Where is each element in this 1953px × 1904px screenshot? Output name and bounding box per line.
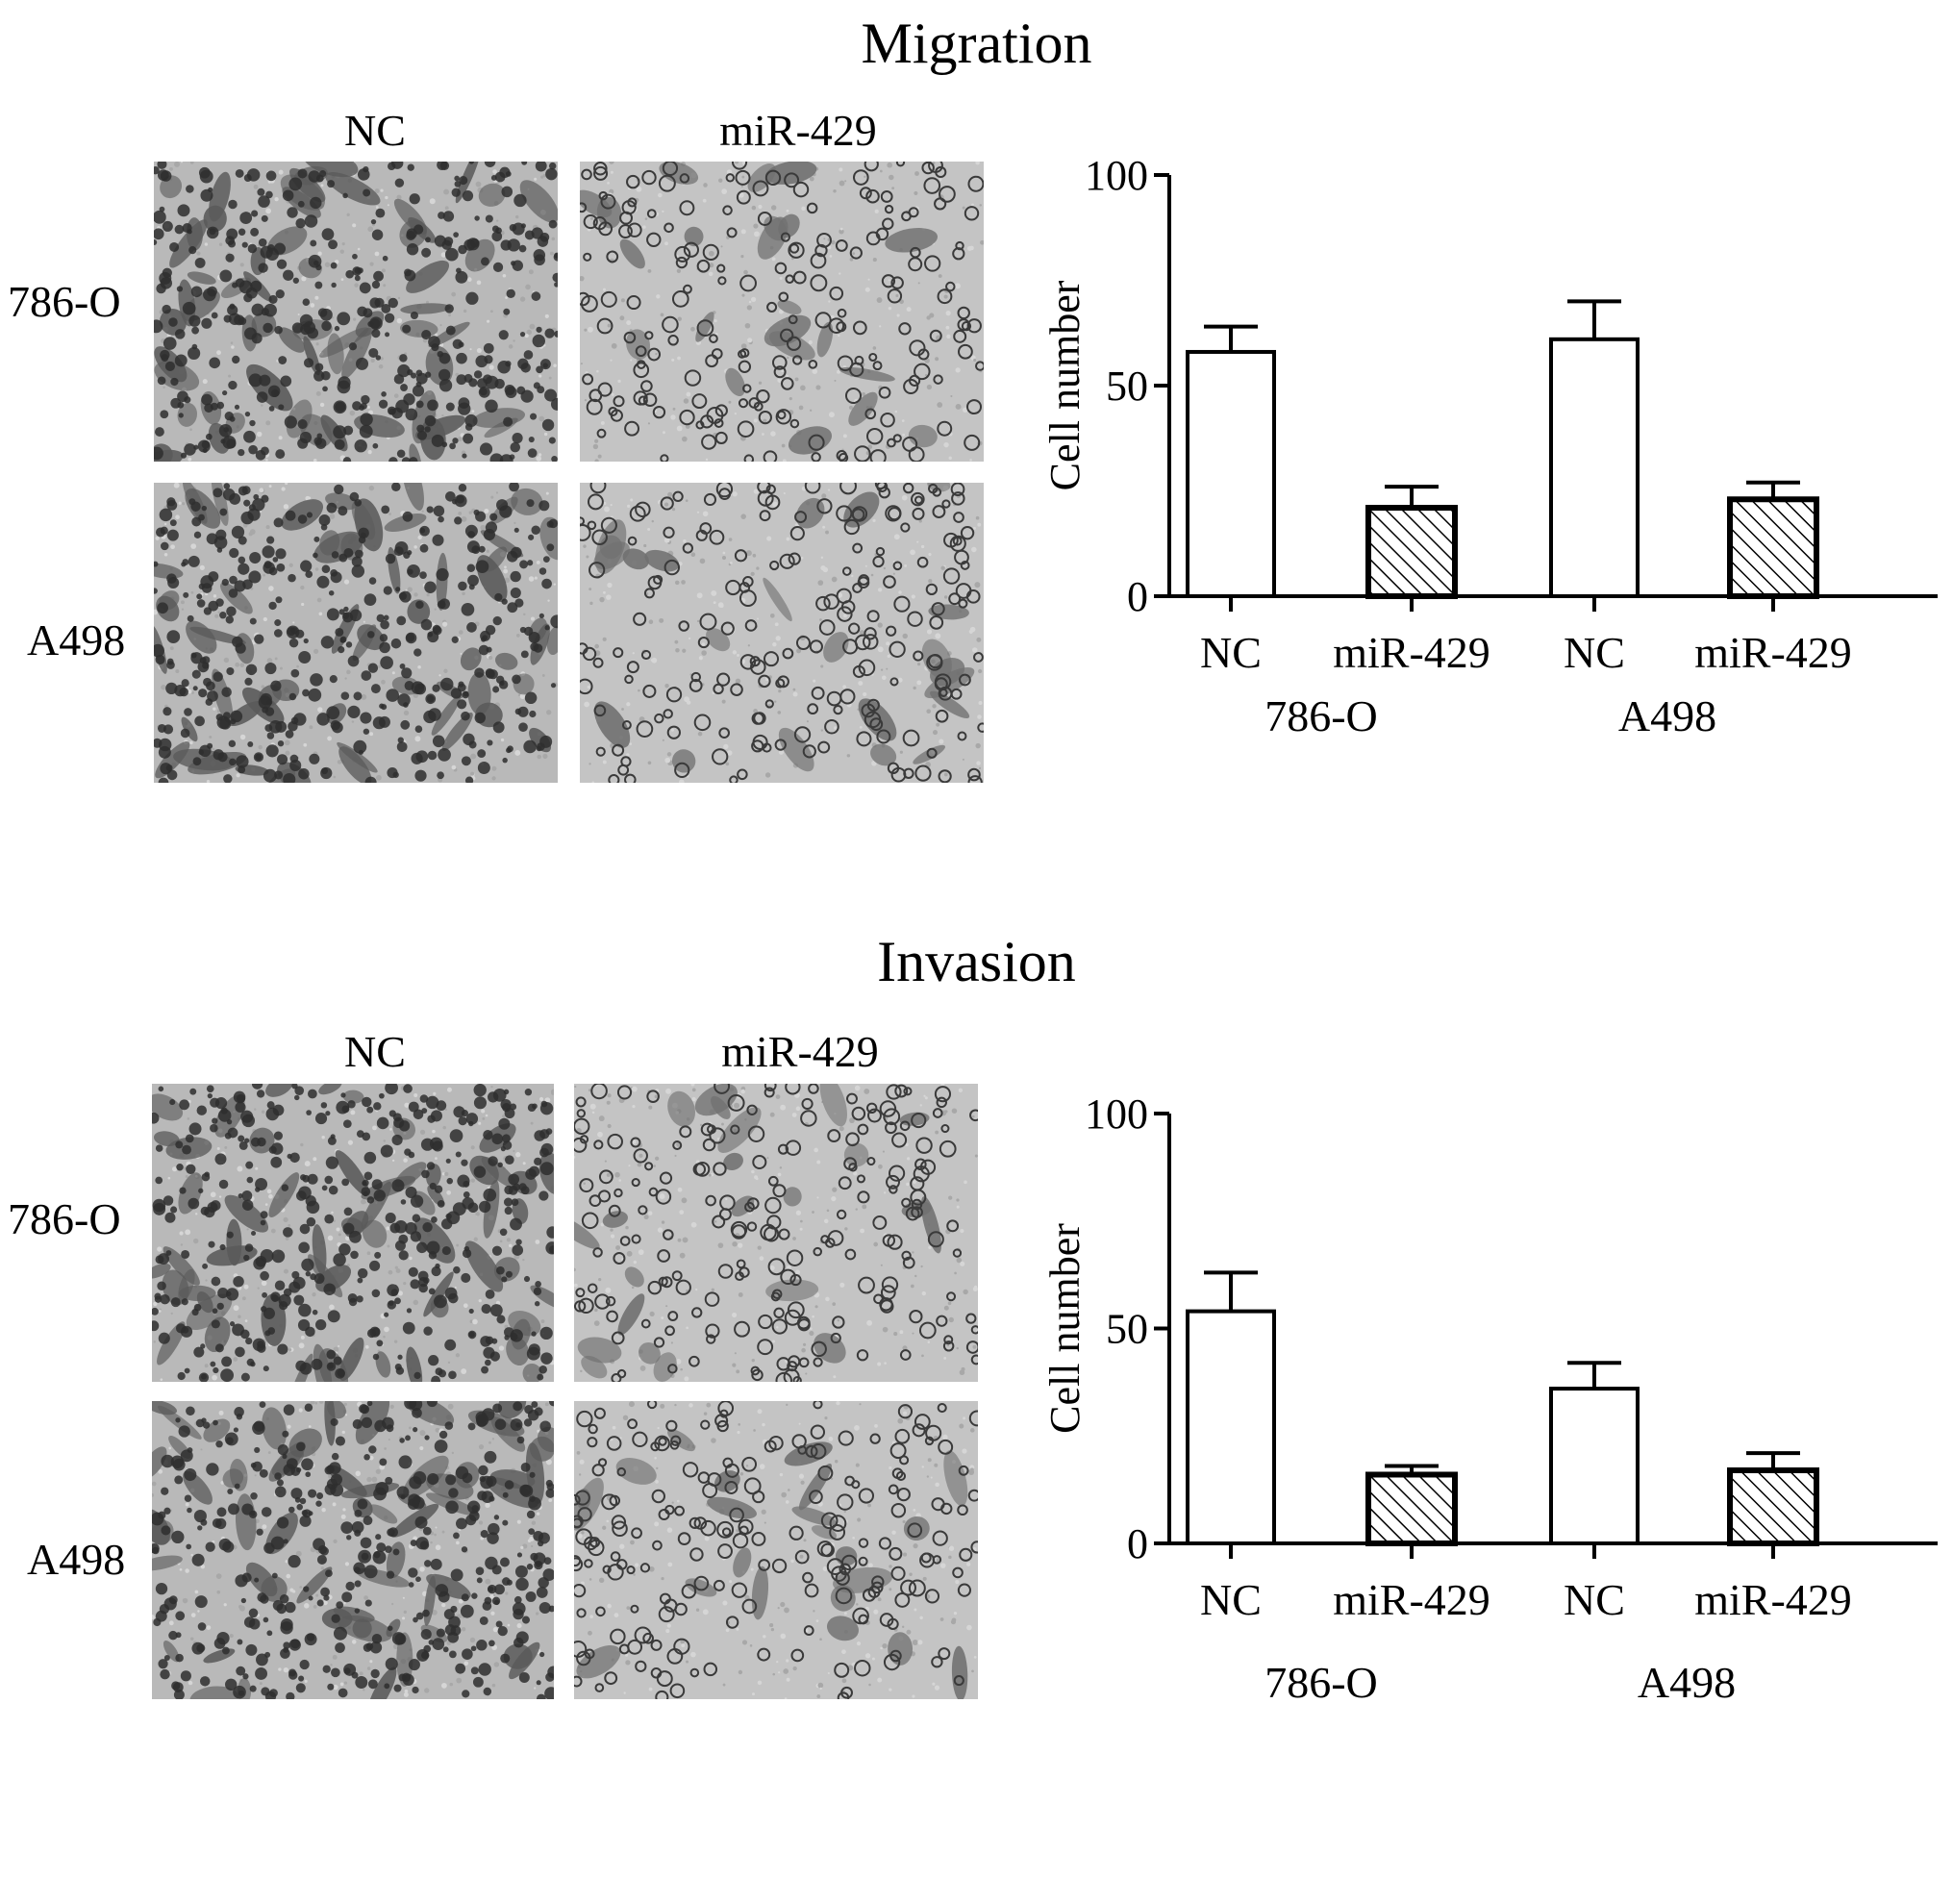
x-tick-label: miR-429 bbox=[1694, 628, 1852, 677]
micrograph-texture bbox=[574, 1401, 978, 1699]
group-label: A498 bbox=[1638, 1658, 1736, 1707]
y-tick-label: 0 bbox=[1127, 573, 1148, 620]
y-axis-label: Cell number bbox=[1041, 1223, 1089, 1434]
invasion-bar-chart: 0 50 100 Cell number NC miR-429 NC miR-429 786-O… bbox=[1019, 1077, 1952, 1904]
bar-A498-NC bbox=[1549, 1387, 1640, 1545]
micrograph-migration-a498-mir429 bbox=[580, 483, 984, 783]
micrograph-texture bbox=[154, 162, 558, 462]
group-label: 786-O bbox=[1264, 1658, 1378, 1707]
micrograph-migration-786o-nc bbox=[154, 162, 558, 462]
invasion-col-label-nc: NC bbox=[344, 1027, 406, 1076]
micrograph-texture bbox=[154, 483, 558, 783]
invasion-row-label-786o: 786-O bbox=[8, 1194, 121, 1243]
micrograph-texture bbox=[152, 1401, 554, 1699]
migration-row-label-786o: 786-O bbox=[8, 277, 121, 326]
bar-786-O-NC bbox=[1186, 1309, 1276, 1545]
bar-786-O-NC bbox=[1186, 349, 1276, 598]
invasion-chart-svg: 0 50 100 Cell number NC miR-429 NC miR-429 786-O… bbox=[1041, 1090, 1938, 1707]
x-tick-label: miR-429 bbox=[1694, 1575, 1852, 1624]
x-tick-label: miR-429 bbox=[1333, 1575, 1490, 1624]
micrograph-migration-a498-nc bbox=[154, 483, 558, 783]
micrograph-texture bbox=[580, 162, 984, 462]
bar-786-O-miR-429 bbox=[1365, 505, 1458, 599]
invasion-title: Invasion bbox=[877, 930, 1076, 993]
migration-col-label-nc: NC bbox=[344, 106, 406, 155]
migration-title: Migration bbox=[861, 12, 1092, 75]
micrograph-invasion-a498-nc bbox=[152, 1401, 554, 1699]
bar-A498-miR-429 bbox=[1727, 496, 1819, 600]
migration-row-label-a498: A498 bbox=[27, 615, 126, 664]
bar-786-O-miR-429 bbox=[1365, 1471, 1458, 1547]
y-tick-label: 50 bbox=[1106, 1306, 1148, 1353]
x-tick-label: NC bbox=[1564, 1575, 1625, 1624]
y-tick-label: 50 bbox=[1106, 363, 1148, 410]
group-label: 786-O bbox=[1264, 691, 1378, 740]
micrograph-invasion-786o-mir429 bbox=[574, 1084, 978, 1382]
micrograph-texture bbox=[574, 1084, 978, 1382]
x-tick-label: NC bbox=[1200, 628, 1262, 677]
migration-col-label-mir429: miR-429 bbox=[719, 106, 877, 155]
invasion-row-label-a498: A498 bbox=[27, 1535, 126, 1584]
bar-A498-NC bbox=[1549, 337, 1640, 598]
y-tick-label: 0 bbox=[1127, 1520, 1148, 1567]
invasion-col-label-mir429: miR-429 bbox=[721, 1027, 879, 1076]
micrograph-invasion-a498-mir429 bbox=[574, 1401, 978, 1699]
micrograph-migration-786o-mir429 bbox=[580, 162, 984, 462]
x-tick-label: miR-429 bbox=[1333, 628, 1490, 677]
y-tick-label: 100 bbox=[1085, 1090, 1148, 1138]
bar-A498-miR-429 bbox=[1727, 1467, 1819, 1547]
x-tick-label: NC bbox=[1200, 1575, 1262, 1624]
group-label: A498 bbox=[1618, 691, 1716, 740]
y-axis-label: Cell number bbox=[1041, 280, 1089, 490]
micrograph-texture bbox=[152, 1084, 554, 1382]
x-tick-label: NC bbox=[1564, 628, 1625, 677]
migration-bar-chart: 0 50 100 Cell number NC miR-429 NC miR-429 786-O… bbox=[1019, 144, 1952, 971]
micrograph-texture bbox=[580, 483, 984, 783]
y-tick-label: 100 bbox=[1085, 152, 1148, 199]
migration-chart-svg: 0 50 100 Cell number NC miR-429 NC miR-429 786-O… bbox=[1041, 152, 1938, 740]
micrograph-invasion-786o-nc bbox=[152, 1084, 554, 1382]
